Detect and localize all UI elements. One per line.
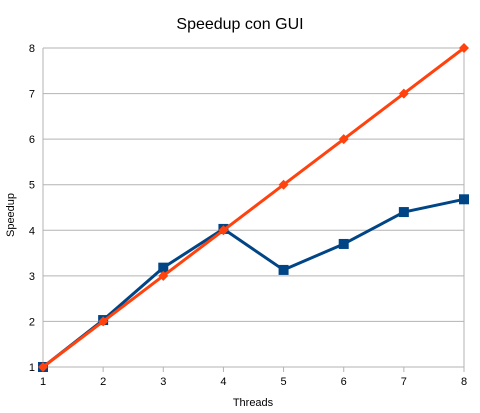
series-2-point bbox=[218, 225, 229, 236]
y-tick-label: 4 bbox=[29, 225, 35, 237]
x-tick-label: 6 bbox=[341, 376, 347, 388]
series-1-line bbox=[42, 197, 465, 369]
y-tick-label: 2 bbox=[29, 316, 35, 328]
y-tick-label: 6 bbox=[29, 134, 35, 146]
series-1-point bbox=[338, 238, 349, 249]
series-2-point bbox=[38, 362, 48, 372]
tick-labels: 1 2 3 4 5 6 7 8 1 2 3 4 5 6 7 8 bbox=[29, 43, 467, 388]
series-1-point bbox=[158, 262, 169, 273]
series-1-point bbox=[398, 207, 409, 218]
series-2-line bbox=[42, 46, 465, 369]
chart-title: Speedup con GUI bbox=[176, 16, 303, 33]
x-tick-label: 7 bbox=[401, 376, 407, 388]
x-tick-label: 8 bbox=[461, 376, 467, 388]
series-2-point bbox=[459, 43, 469, 53]
series-2-point bbox=[398, 88, 409, 99]
x-tick-label: 3 bbox=[160, 376, 166, 388]
y-tick-label: 5 bbox=[29, 180, 35, 192]
series-2-point bbox=[338, 134, 349, 145]
series-1-point bbox=[459, 194, 469, 205]
series-2-point bbox=[98, 316, 109, 327]
y-tick-label: 3 bbox=[29, 271, 35, 283]
series-layer bbox=[38, 43, 469, 372]
y-axis-label: Speedup bbox=[5, 193, 17, 237]
gridlines bbox=[42, 47, 465, 372]
x-tick-label: 2 bbox=[100, 376, 106, 388]
y-tick-label: 8 bbox=[29, 43, 35, 55]
x-tick-label: 5 bbox=[281, 376, 287, 388]
x-tick-label: 1 bbox=[40, 376, 46, 388]
series-2-point bbox=[158, 270, 169, 281]
series-2-point bbox=[278, 179, 289, 190]
series-1-point bbox=[278, 264, 289, 275]
y-tick-label: 7 bbox=[29, 89, 35, 101]
x-axis-label: Threads bbox=[233, 397, 274, 409]
x-tick-label: 4 bbox=[220, 376, 226, 388]
y-tick-label: 1 bbox=[29, 362, 35, 374]
